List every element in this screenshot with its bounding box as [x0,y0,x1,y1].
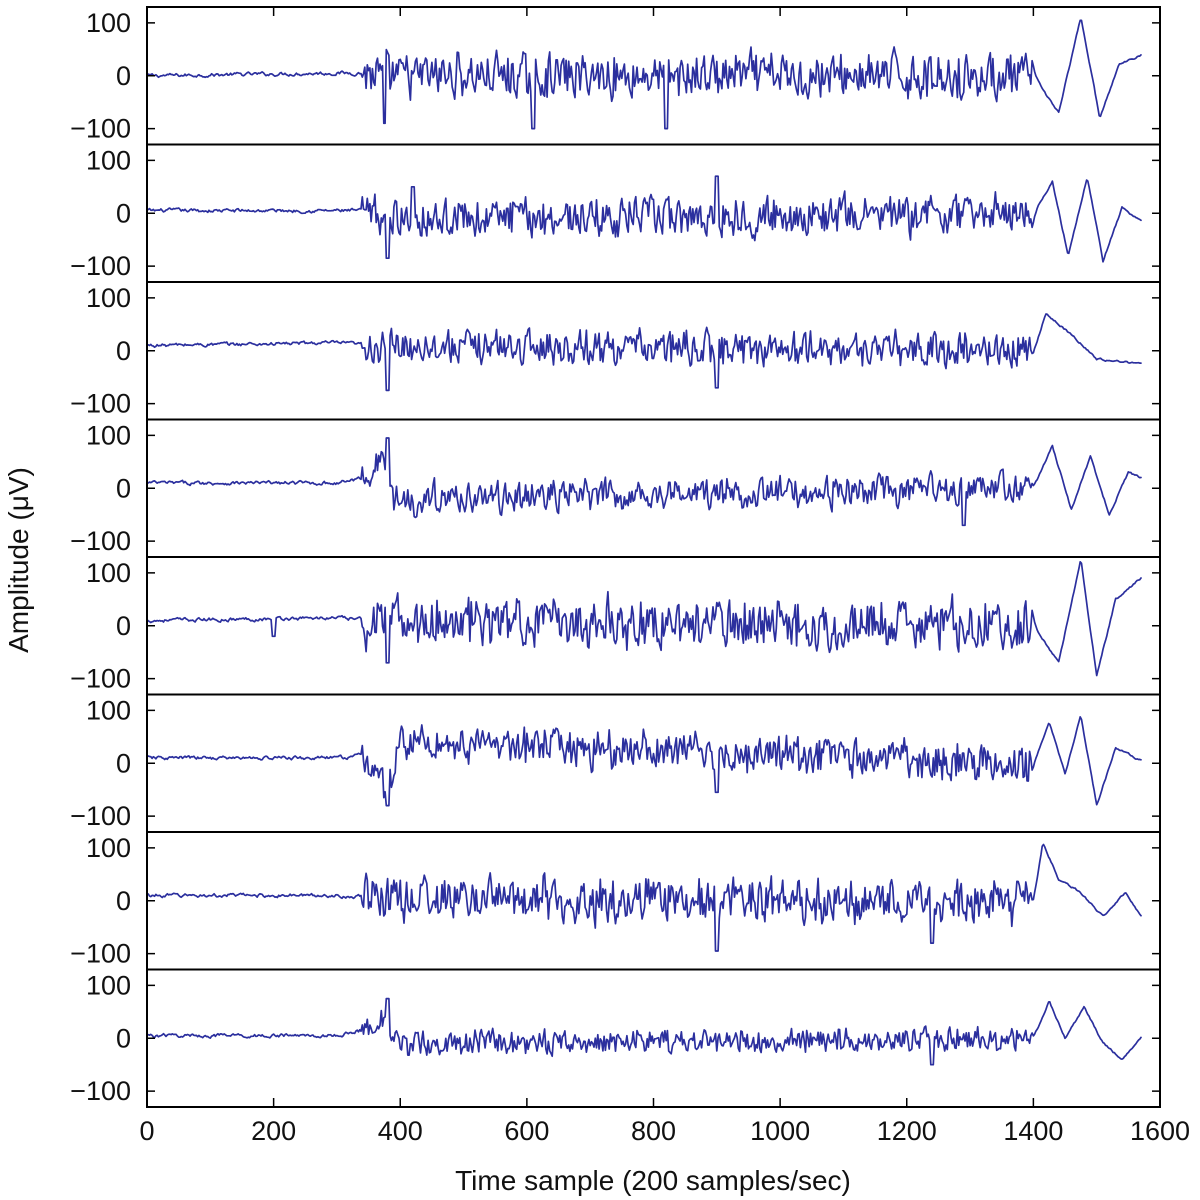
channel-3-trace [146,313,1142,392]
y-tick-label: 0 [116,886,131,916]
y-tick-labels: 1000−1001000−1001000−1001000−1001000−100… [70,8,131,1106]
y-tick-label: −100 [70,939,131,969]
y-tick-label: −100 [70,526,131,556]
x-axis-label: Time sample (200 samples/sec) [455,1165,851,1196]
x-tick-label: 0 [139,1116,154,1146]
channel-panel-5 [146,556,1161,696]
x-tick-label: 600 [504,1116,549,1146]
y-tick-label: −100 [70,1076,131,1106]
y-tick-label: 0 [116,1023,131,1053]
channel-panel-4 [146,418,1161,558]
y-tick-label: 100 [86,695,131,725]
y-tick-label: 0 [116,336,131,366]
channel-8-trace [146,997,1142,1066]
channel-8-frame [146,968,1161,1108]
x-tick-label: 1200 [877,1116,937,1146]
channel-panel-8 [146,968,1161,1108]
x-tick-label: 1400 [1003,1116,1063,1146]
y-tick-label: 100 [86,420,131,450]
x-tick-label: 400 [378,1116,423,1146]
y-tick-label: −100 [70,664,131,694]
channel-panel-7 [146,831,1161,971]
y-tick-label: 100 [86,8,131,38]
channel-panel-1 [146,6,1161,146]
y-tick-label: −100 [70,251,131,281]
y-tick-label: 100 [86,833,131,863]
y-tick-label: 100 [86,283,131,313]
channel-5-trace [146,560,1142,677]
channel-6-trace [146,716,1142,807]
y-tick-label: 100 [86,970,131,1000]
channel-panel-2 [146,143,1161,283]
y-axis-label: Amplitude (μV) [3,467,34,653]
y-tick-label: 100 [86,145,131,175]
channel-4-trace [146,437,1142,527]
y-tick-label: 100 [86,558,131,588]
channel-2-trace [146,175,1142,263]
y-tick-label: 0 [116,748,131,778]
x-tick-label: 200 [251,1116,296,1146]
y-tick-label: −100 [70,114,131,144]
channel-panels [146,6,1161,1108]
x-axis: 0 200 400 600 800 1000 1200 1400 1600 [139,7,1190,1146]
channel-panel-3 [146,281,1161,421]
channel-panel-6 [146,693,1161,833]
y-tick-label: 0 [116,61,131,91]
y-tick-label: 0 [116,473,131,503]
channel-1-trace [146,19,1142,130]
x-tick-label: 1000 [750,1116,810,1146]
y-tick-label: 0 [116,611,131,641]
y-tick-label: −100 [70,389,131,419]
y-tick-label: 0 [116,198,131,228]
y-tick-label: −100 [70,801,131,831]
channel-7-trace [146,843,1142,952]
x-tick-label: 1600 [1130,1116,1190,1146]
x-tick-label: 800 [631,1116,676,1146]
